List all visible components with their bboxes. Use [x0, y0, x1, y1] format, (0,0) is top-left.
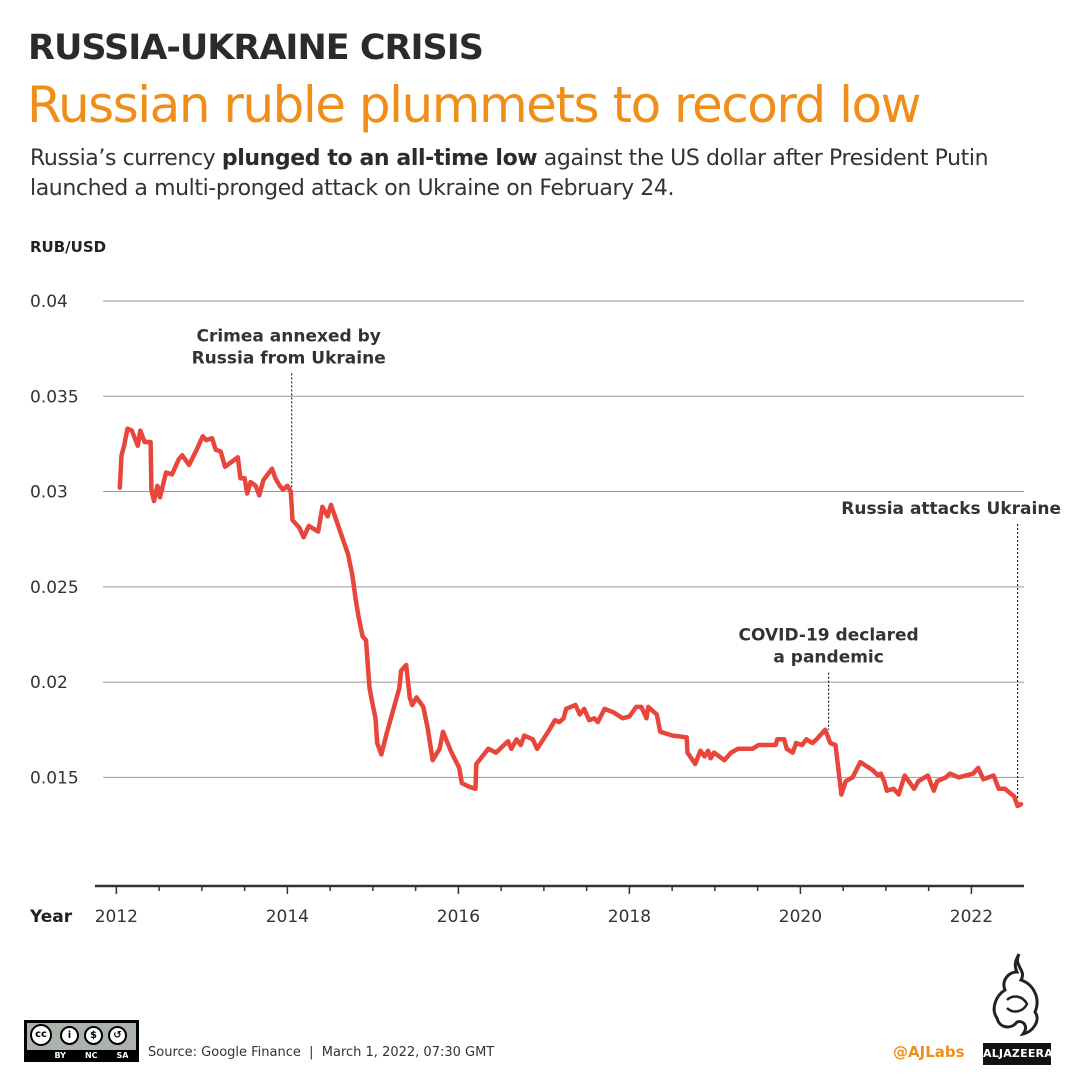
creative-commons-badge: cc i $ ↺ BY NC SA: [24, 1020, 139, 1062]
sa-icon: ↺: [108, 1026, 127, 1045]
y-tick-label: 0.04: [30, 292, 68, 312]
description: Russia’s currency plunged to an all-time…: [30, 144, 1030, 204]
annotation-label: a pandemic: [773, 648, 883, 668]
license-sa: SA: [116, 1051, 129, 1060]
x-tick-label: 2020: [779, 907, 822, 927]
x-tick-label: 2018: [608, 907, 651, 927]
y-tick-label: 0.025: [30, 578, 79, 598]
license-nc: NC: [84, 1051, 98, 1060]
x-tick-label: 2014: [266, 907, 309, 927]
license-by: BY: [54, 1051, 66, 1060]
x-tick-label: 2016: [437, 907, 480, 927]
y-tick-label: 0.03: [30, 483, 68, 503]
annotation-label: Crimea annexed by: [196, 326, 380, 346]
headline: Russian ruble plummets to record low: [27, 76, 922, 134]
cc-icon: cc: [30, 1024, 52, 1046]
desc-text: Russia’s currency: [30, 146, 222, 171]
desc-text-end: against the US dollar after President Pu…: [30, 146, 989, 201]
kicker-title: RUSSIA-UKRAINE CRISIS: [28, 28, 484, 68]
y-tick-label: 0.015: [30, 768, 79, 788]
annotation-label: Russia attacks Ukraine: [841, 499, 1061, 519]
source-note: Source: Google Finance | March 1, 2022, …: [148, 1045, 495, 1060]
y-tick-label: 0.02: [30, 673, 68, 693]
aljazeera-wordmark: ALJAZEERA: [983, 1043, 1053, 1065]
x-tick-label: 2012: [95, 907, 138, 927]
y-axis-label: RUB/USD: [30, 238, 106, 256]
by-icon: i: [60, 1026, 79, 1045]
y-tick-label: 0.035: [30, 387, 79, 407]
nc-icon: $: [84, 1026, 103, 1045]
x-tick-label: 2022: [950, 907, 993, 927]
ajlabs-credit: @AJLabs: [893, 1043, 965, 1061]
desc-bold: plunged to an all-time low: [221, 146, 538, 171]
series-line: [117, 426, 1024, 809]
annotation-label: COVID-19 declared: [739, 626, 919, 646]
x-axis-label: Year: [29, 907, 73, 927]
aljazeera-logo-icon: [992, 953, 1039, 1037]
annotation-label: Russia from Ukraine: [192, 348, 386, 368]
